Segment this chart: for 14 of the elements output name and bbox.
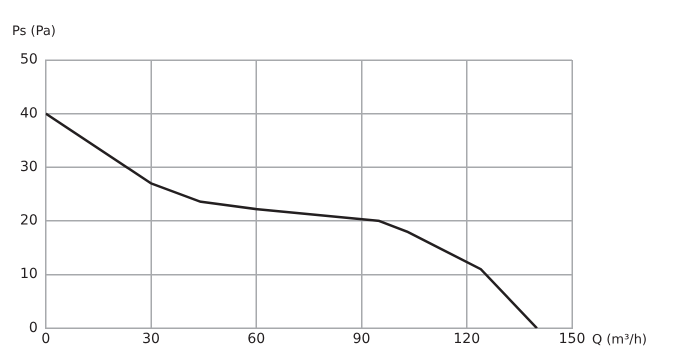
y-tick-label: 50 xyxy=(20,52,38,68)
y-tick-label: 10 xyxy=(20,266,38,282)
y-tick-label: 20 xyxy=(20,212,38,229)
y-axis-title: Ps (Pa) xyxy=(12,24,56,39)
y-tick-label: 0 xyxy=(28,320,38,336)
x-axis-title: Q (m³/h) xyxy=(592,332,648,348)
x-tick-label: 150 xyxy=(558,331,586,348)
x-tick-label: 90 xyxy=(352,331,370,348)
x-tick-label: 120 xyxy=(453,331,480,348)
y-tick-label: 30 xyxy=(20,158,38,175)
x-tick-label: 0 xyxy=(41,331,50,348)
y-tick-label: 40 xyxy=(20,105,38,122)
x-tick-label: 60 xyxy=(247,331,266,348)
x-tick-label: 30 xyxy=(142,331,160,348)
